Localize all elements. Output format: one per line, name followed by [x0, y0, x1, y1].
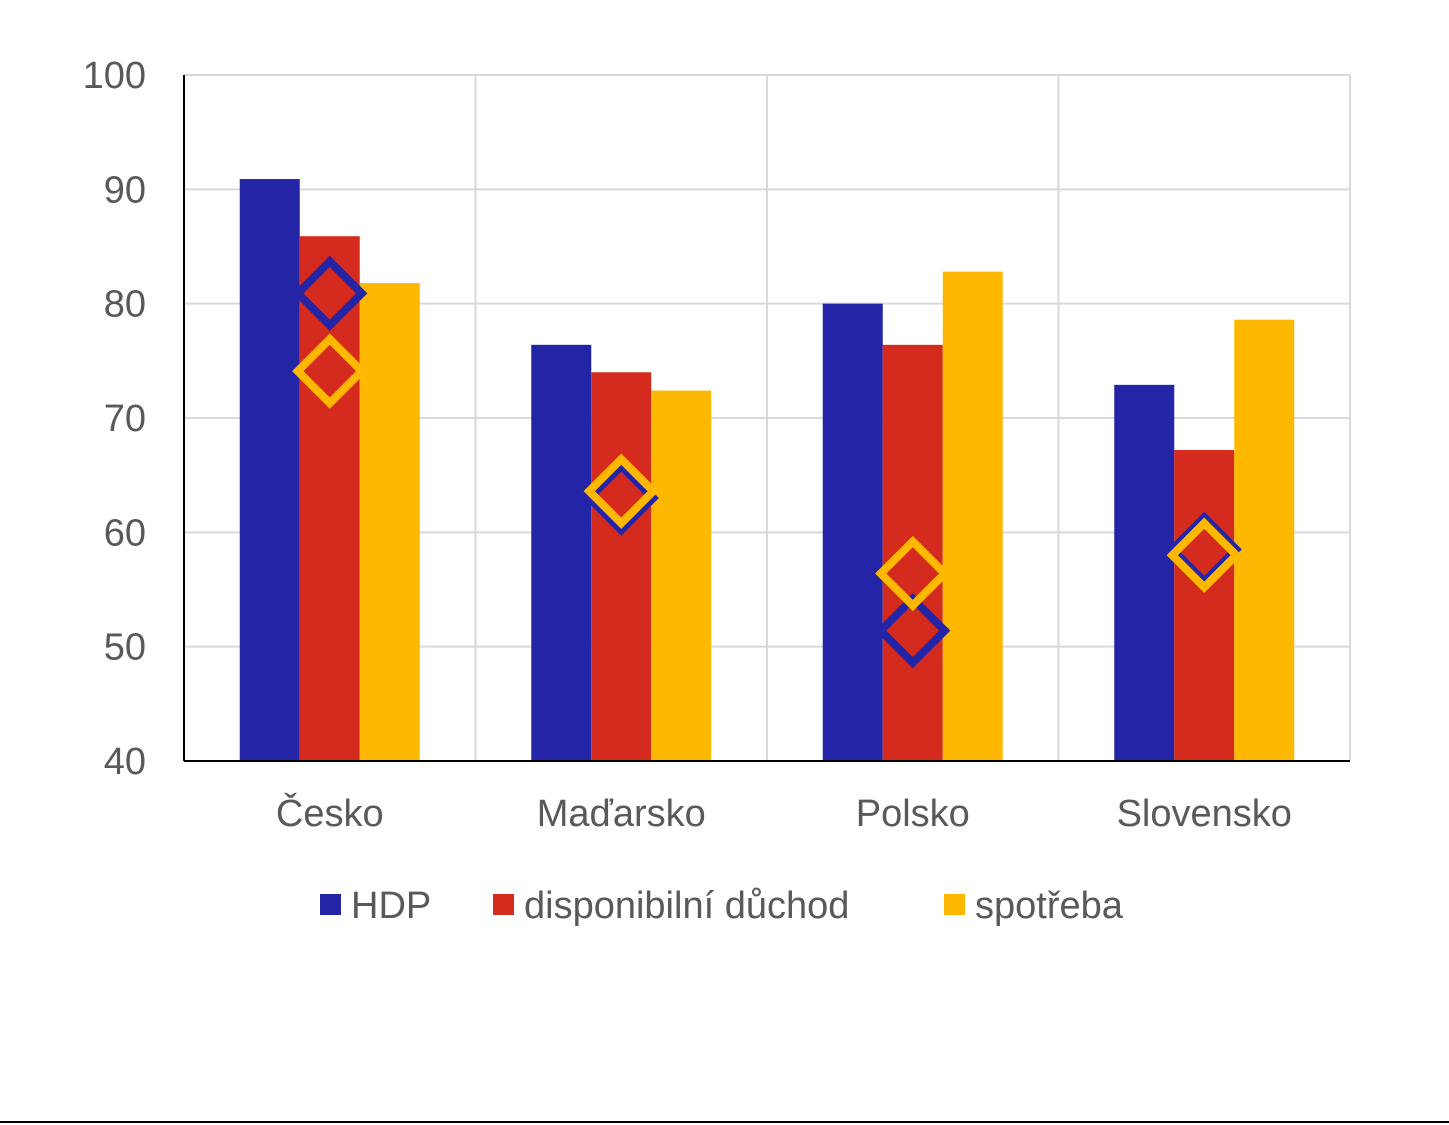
- legend-swatch-0: [320, 894, 341, 915]
- bar-0-2: [822, 303, 883, 761]
- bar-2-3: [1234, 319, 1295, 761]
- y-tick-label: 40: [104, 741, 146, 783]
- y-tick-label: 50: [104, 627, 146, 669]
- marker-0-2: [875, 593, 951, 669]
- bar-1-3: [1174, 450, 1235, 761]
- x-tick-label: Slovensko: [1117, 793, 1292, 835]
- bar-0-1: [531, 344, 592, 761]
- bars: [239, 179, 1295, 761]
- bar-1-1: [591, 372, 652, 761]
- marker-0-3: [1166, 511, 1242, 588]
- marker-1-1: [583, 453, 659, 529]
- legend-label-0: HDP: [351, 885, 431, 927]
- y-tick-label: 90: [104, 169, 146, 211]
- bar-0-3: [1114, 384, 1175, 761]
- bar-1-2: [882, 344, 943, 761]
- marker-1-0: [292, 333, 368, 409]
- bar-1-0: [299, 236, 360, 761]
- axes: [183, 75, 1350, 762]
- y-tick-labels: 40 50 60 70 80 90 100: [83, 55, 146, 783]
- x-tick-label: Polsko: [856, 793, 970, 835]
- markers: [292, 255, 1242, 669]
- bar-2-0: [359, 283, 420, 761]
- bar-2-2: [942, 271, 1003, 761]
- legend-swatch-1: [493, 894, 514, 915]
- y-tick-label: 60: [104, 512, 146, 554]
- bottom-border: [0, 1121, 1449, 1123]
- marker-0-0: [292, 255, 368, 332]
- x-tick-label: Maďarsko: [537, 793, 706, 835]
- y-tick-label: 80: [104, 284, 146, 326]
- marker-1-2: [875, 535, 951, 612]
- legend-label-2: spotřeba: [975, 885, 1124, 927]
- legend: HDP disponibilní důchod spotřeba: [320, 885, 1124, 927]
- y-tick-label: 100: [83, 55, 146, 97]
- legend-swatch-2: [944, 894, 965, 915]
- marker-1-3: [1166, 517, 1242, 593]
- x-tick-label: Česko: [276, 791, 384, 835]
- x-tick-labels: Česko Maďarsko Polsko Slovensko: [276, 791, 1292, 835]
- legend-label-1: disponibilní důchod: [524, 885, 849, 927]
- marker-0-1: [583, 460, 659, 536]
- bar-2-1: [651, 390, 712, 761]
- bar-0-0: [239, 179, 300, 761]
- y-tick-label: 70: [104, 398, 146, 440]
